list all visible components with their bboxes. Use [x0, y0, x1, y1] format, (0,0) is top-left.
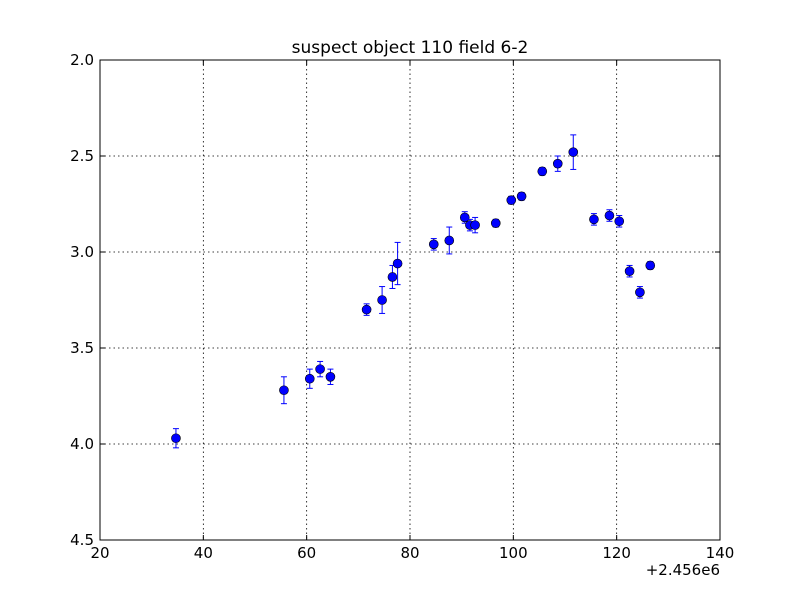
data-point: [392, 258, 403, 269]
x-tick-label: 140: [706, 544, 735, 562]
data-point: [614, 216, 625, 227]
grid-lines: [99, 59, 721, 541]
data-point: [459, 212, 470, 223]
x-tick-label: 120: [602, 544, 631, 562]
x-tick-label: 20: [90, 544, 109, 562]
data-point: [361, 304, 372, 315]
y-tick-label: 4.5: [70, 531, 94, 549]
data-point: [635, 287, 645, 298]
data-point: [387, 272, 398, 282]
data-point: [604, 210, 615, 221]
x-tick-label: 80: [400, 544, 419, 562]
data-point: [279, 385, 289, 396]
data-point: [428, 239, 439, 250]
x-tick-label: 40: [194, 544, 213, 562]
data-point: [506, 195, 517, 205]
data-point: [377, 295, 387, 305]
tick-labels: 20 40 60 80 100 120 140 2.0 2.5 3.0 3.5 4.0 4.5: [70, 51, 734, 562]
data-point: [315, 364, 325, 374]
data-point: [568, 147, 579, 157]
data-point: [444, 235, 455, 246]
data-point: [171, 433, 181, 444]
data-point: [537, 166, 548, 177]
y-tick-label: 4.0: [70, 435, 94, 453]
plot-frame: [99, 59, 721, 541]
data-point: [516, 191, 527, 202]
data-points: [171, 134, 656, 449]
chart-title: suspect object 110 field 6-2: [292, 38, 529, 58]
x-tick-label: 100: [499, 544, 528, 562]
data-point: [589, 214, 599, 225]
data-point: [304, 373, 315, 384]
data-point: [325, 371, 336, 382]
y-tick-label: 2.0: [70, 51, 94, 69]
x-axis-offset-label: +2.456e6: [646, 561, 720, 579]
data-point: [645, 260, 656, 271]
y-tick-label: 3.5: [70, 339, 94, 357]
data-point: [470, 220, 480, 230]
y-tick-label: 3.0: [70, 243, 94, 261]
y-tick-label: 2.5: [70, 147, 94, 165]
data-point: [490, 218, 501, 228]
data-point: [552, 158, 563, 169]
data-point: [624, 266, 635, 277]
x-tick-label: 60: [297, 544, 316, 562]
